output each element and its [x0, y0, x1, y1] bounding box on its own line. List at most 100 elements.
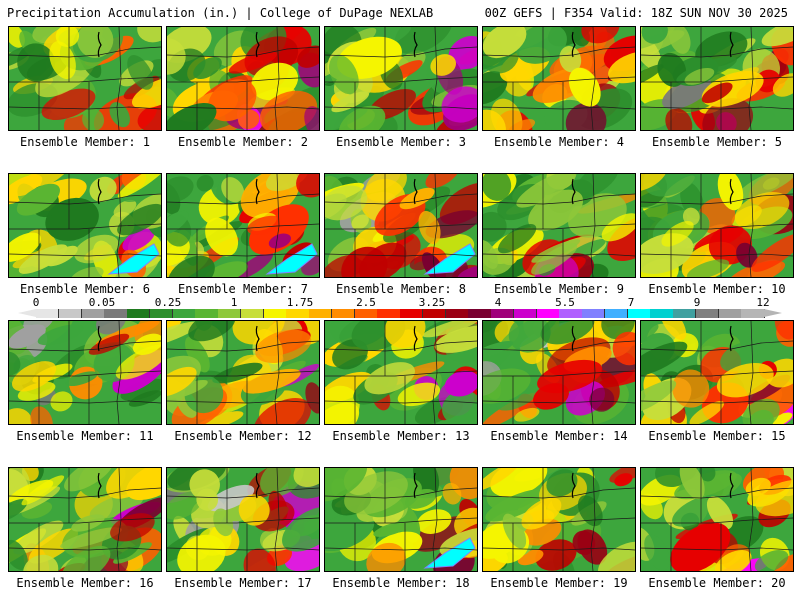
precip-contour: [351, 214, 369, 230]
precip-contour: [665, 108, 693, 130]
map-title: Precipitation Accumulation (in.) | Colle…: [7, 6, 434, 20]
precip-contour: [9, 351, 21, 376]
precip-contour: [425, 174, 461, 189]
precip-contour: [766, 412, 793, 424]
ensemble-member-label: Ensemble Member: 13: [332, 429, 470, 443]
precip-contour: [296, 174, 319, 198]
precip-contour: [61, 545, 111, 571]
state-border: [590, 174, 596, 277]
colorbar-swatch: [104, 309, 128, 318]
state-border: [116, 27, 122, 130]
state-border: [483, 547, 635, 551]
precip-contour: [448, 35, 477, 70]
state-border: [590, 468, 596, 571]
colorbar-tick: 5.5: [555, 296, 575, 309]
precip-contour: [13, 520, 64, 555]
precip-contour: [601, 321, 635, 340]
state-border: [748, 27, 754, 130]
ensemble-member-map: [324, 467, 478, 572]
state-border: [432, 27, 438, 130]
state-border: [167, 547, 319, 551]
colorbar-swatch: [650, 309, 674, 318]
heavy-precip-streak: [265, 243, 318, 275]
river-line: [571, 31, 576, 58]
precip-contour: [661, 221, 694, 247]
state-border: [325, 253, 477, 257]
precip-contour: [251, 62, 299, 101]
state-border: [116, 468, 122, 571]
state-border: [167, 76, 319, 83]
state-border: [274, 321, 280, 424]
precip-map: [483, 174, 635, 277]
colorbar-swatch: [218, 309, 242, 318]
precip-contour: [734, 191, 790, 230]
precip-contour: [167, 379, 208, 399]
precip-map: [641, 468, 793, 571]
precip-contour: [232, 321, 285, 345]
colorbar-swatch: [468, 309, 492, 318]
precip-contour: [365, 174, 407, 202]
precip-contour: [514, 407, 540, 422]
precip-map: [641, 27, 793, 130]
precip-contour: [706, 496, 734, 530]
precip-contour: [483, 368, 531, 404]
ensemble-member-map: [166, 26, 320, 131]
precip-contour: [325, 512, 375, 552]
precip-contour: [325, 106, 357, 130]
model-valid-time: 00Z GEFS | F354 Valid: 18Z SUN NOV 30 20…: [484, 6, 788, 20]
state-border: [641, 370, 793, 377]
precip-contour: [89, 493, 144, 519]
precip-contour: [418, 210, 441, 245]
precip-contour: [9, 468, 31, 494]
river-line: [729, 472, 734, 499]
precip-contour: [397, 382, 441, 407]
precip-contour: [204, 261, 248, 277]
precip-contour: [167, 491, 203, 520]
precip-contour: [305, 382, 319, 414]
precip-contour: [774, 321, 793, 340]
colorbar-swatch: [240, 309, 264, 318]
precip-contour: [641, 33, 662, 70]
precip-map: [483, 321, 635, 424]
colorbar-swatch: [695, 309, 719, 318]
state-border: [325, 223, 477, 230]
ensemble-member-label: Ensemble Member: 3: [335, 135, 467, 149]
precip-contour: [399, 187, 435, 210]
ensemble-member-map: [482, 320, 636, 425]
colorbar-swatch: [309, 309, 333, 318]
precip-map: [167, 468, 319, 571]
colorbar-tick: 0: [32, 296, 40, 309]
precip-contour: [137, 104, 161, 130]
precip-contour: [137, 27, 161, 43]
colorbar-tick: 4: [494, 296, 502, 309]
ensemble-member-label: Ensemble Member: 15: [648, 429, 786, 443]
ensemble-member-label: Ensemble Member: 8: [335, 282, 467, 296]
precip-map: [325, 468, 477, 571]
state-border: [483, 76, 635, 83]
precip-contour: [502, 513, 527, 549]
precip-contour: [228, 51, 278, 74]
state-border: [748, 468, 754, 571]
precip-contour: [167, 255, 215, 277]
precip-contour: [457, 266, 477, 277]
precip-contour: [483, 340, 514, 359]
colorbar-tick: 1.75: [286, 296, 314, 309]
colorbar-swatch: [422, 309, 446, 318]
precip-contour: [185, 336, 210, 373]
precip-contour: [434, 325, 477, 353]
precip-contour: [329, 54, 359, 95]
precip-contour: [416, 509, 452, 534]
precip-contour: [442, 482, 462, 505]
colorbar-swatch: [582, 309, 606, 318]
precip-contour: [668, 27, 691, 54]
state-border: [167, 517, 319, 524]
precip-contour: [483, 174, 512, 201]
precip-contour: [546, 469, 578, 497]
precip-contour: [641, 324, 659, 344]
river-line: [729, 178, 734, 205]
precip-contour: [207, 484, 255, 512]
ensemble-member-map: [8, 467, 162, 572]
river-line: [571, 178, 576, 205]
precip-contour: [238, 494, 270, 526]
precip-contour: [684, 67, 715, 85]
